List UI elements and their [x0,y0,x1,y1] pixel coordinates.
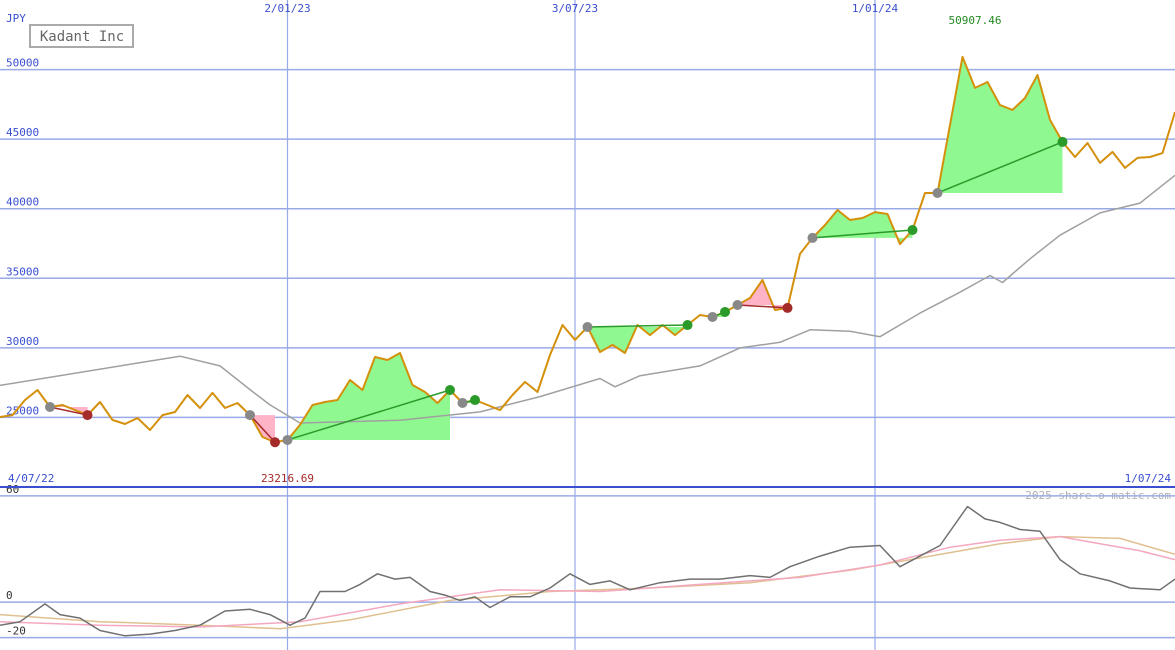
exit-dot [720,306,730,317]
entry-dot [457,397,468,408]
trade-area [587,325,688,354]
y-tick-label: 30000 [6,335,39,348]
series-line [0,535,1175,628]
y-tick-label: -20 [6,625,26,638]
trade-line [287,389,451,441]
annotation: 50907.46 [949,14,1002,27]
entry-dot [807,232,818,243]
trade-line [737,304,788,309]
exit-dot [445,385,455,396]
x-tick-label: 2/01/23 [264,2,310,15]
exit-dot [1057,136,1068,147]
y-tick-label: 35000 [6,265,39,278]
trade-line [249,414,276,443]
entry-dot [582,321,593,332]
trade-line [587,324,688,328]
trade-line [937,141,1063,194]
y-tick-label: 45000 [6,126,39,139]
series-line [0,174,1175,424]
exit-dot [907,225,918,236]
exit-dot [782,302,793,313]
entry-dot [282,434,293,445]
start-date: 4/07/22 [8,472,54,485]
entry-dot [932,187,943,198]
trade-line [49,406,88,416]
x-tick-label: 3/07/23 [552,2,598,15]
exit-dot [270,437,280,448]
exit-dot [82,410,93,421]
title-box [29,24,134,48]
exit-dot [682,320,693,331]
chart-title: Kadant Inc [40,29,124,45]
entry-dot [245,410,255,421]
unit-label: JPY [6,12,26,25]
y-tick-label: 0 [6,589,13,602]
entry-dot [732,300,743,311]
annotation: 23216.69 [261,472,314,485]
series-line [0,505,1175,637]
end-date: 1/07/24 [1125,472,1172,485]
trade-area [50,405,88,416]
entry-dot [45,401,55,412]
y-tick-label: 50000 [6,57,39,70]
trade-line [812,229,913,239]
x-tick-label: 1/01/24 [852,2,899,15]
trade-area [287,353,450,440]
trade-area [937,56,1063,193]
entry-dot [707,311,718,322]
trade-area [737,279,788,311]
y-tick-label: 60 [6,483,19,496]
y-tick-label: 40000 [6,196,39,209]
exit-dot [470,395,480,406]
